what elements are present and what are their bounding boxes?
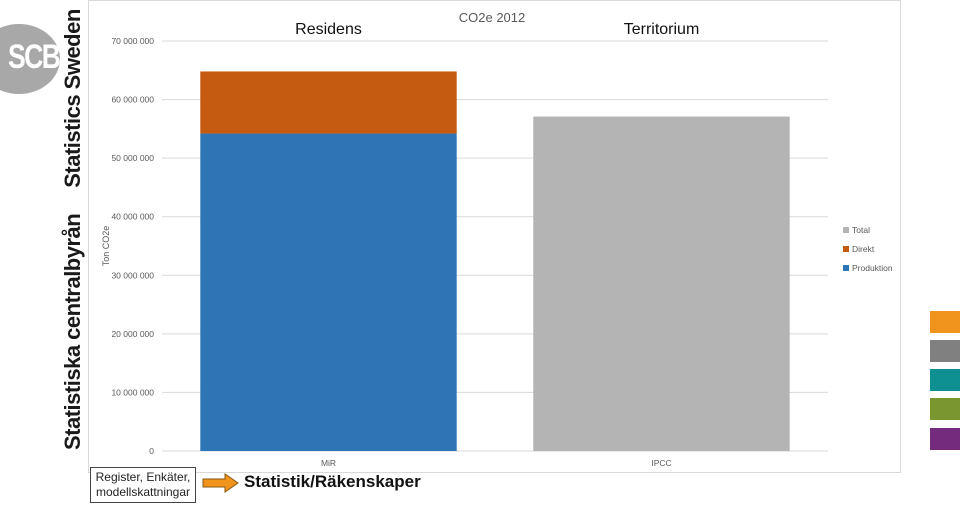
swatch-orange (930, 311, 960, 333)
legend-label-total: Total (852, 225, 870, 235)
x-tick-label: IPCC (651, 458, 671, 468)
y-tick-label: 0 (149, 446, 154, 456)
y-tick-label: 40 000 000 (111, 212, 154, 222)
y-axis-label: Ton CO2e (101, 226, 111, 267)
category-header: Residens (295, 21, 362, 38)
legend-swatch-total (843, 227, 849, 233)
scb-logo-text: SCB (8, 38, 61, 76)
source-box: Register, Enkäter, modellskattningar (90, 467, 196, 503)
bar-direkt-mir (200, 71, 457, 134)
source-line-1: Register, Enkäter, (95, 470, 191, 484)
bar-produktion-mir (200, 133, 457, 452)
legend-swatch-produktion (843, 265, 849, 271)
chart-title: CO2e 2012 (459, 10, 526, 25)
legend-label-direkt: Direkt (852, 244, 875, 254)
output-label: Statistik/Räkenskaper (244, 472, 421, 491)
category-header: Territorium (624, 21, 700, 38)
y-tick-label: 60 000 000 (111, 95, 154, 105)
bar-total-ipcc (533, 116, 790, 452)
swatch-teal (930, 369, 960, 391)
source-line-2: modellskattningar (95, 485, 191, 499)
swatch-purple (930, 428, 960, 450)
swatch-gray (930, 340, 960, 362)
y-tick-label: 50 000 000 (111, 153, 154, 163)
x-tick-label: MiR (321, 458, 336, 468)
y-tick-label: 20 000 000 (111, 329, 154, 339)
y-tick-label: 70 000 000 (111, 36, 154, 46)
y-tick-label: 10 000 000 (111, 387, 154, 397)
legend-swatch-direkt (843, 246, 849, 252)
y-tick-label: 30 000 000 (111, 270, 154, 280)
swatch-olive (930, 398, 960, 420)
legend-label-produktion: Produktion (852, 263, 893, 273)
